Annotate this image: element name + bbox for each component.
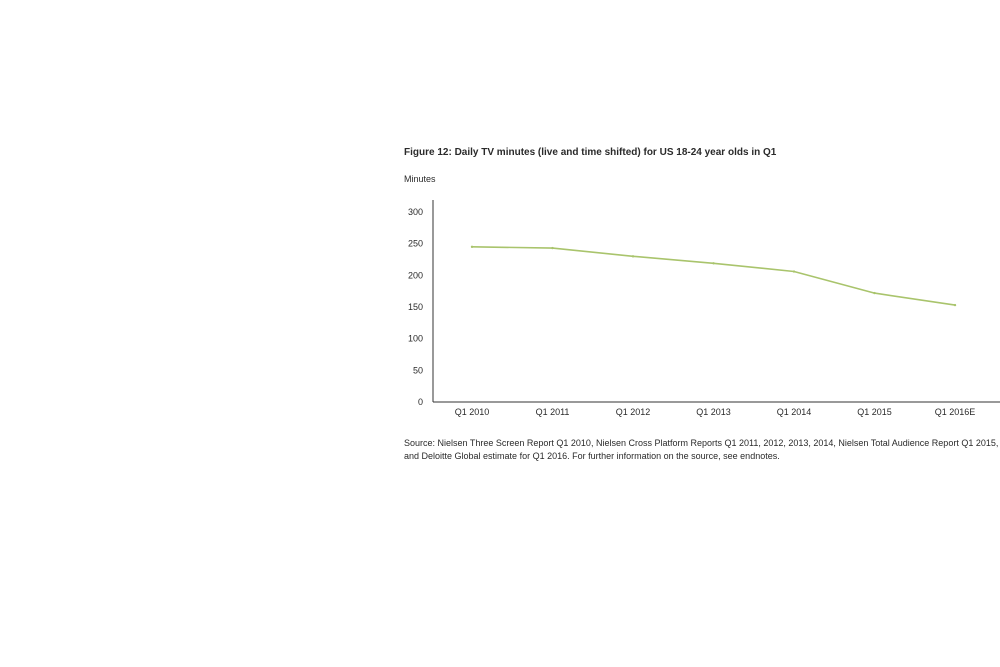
data-point xyxy=(470,245,474,249)
x-tick-label: Q1 2013 xyxy=(696,407,731,417)
y-tick-label: 50 xyxy=(413,365,423,375)
data-point xyxy=(792,270,796,273)
y-tick-label: 150 xyxy=(408,302,423,312)
y-axis-unit-label: Minutes xyxy=(404,174,436,184)
y-tick-label: 100 xyxy=(408,334,423,344)
x-tick-label: Q1 2010 xyxy=(455,407,490,417)
y-tick-label: 200 xyxy=(408,270,423,280)
series-line xyxy=(471,246,956,306)
x-tick-label: Q1 2011 xyxy=(536,407,570,417)
x-tick-label: Q1 2014 xyxy=(777,407,812,417)
data-point xyxy=(551,246,554,250)
x-axis-ticks: Q1 2010 Q1 2011 Q1 2012 Q1 2013 Q1 2014 Q1 20… xyxy=(455,407,976,417)
x-tick-label: Q1 2012 xyxy=(616,407,651,417)
data-point xyxy=(712,262,715,265)
series-group xyxy=(470,245,957,307)
y-tick-label: 0 xyxy=(418,397,423,407)
chart-title: Figure 12: Daily TV minutes (live and ti… xyxy=(404,147,777,158)
data-point xyxy=(873,291,876,295)
data-point xyxy=(631,255,635,258)
data-point xyxy=(953,303,957,307)
source-note: Source: Nielsen Three Screen Report Q1 2… xyxy=(404,438,999,461)
x-tick-label: Q1 2015 xyxy=(857,407,892,417)
x-tick-label: Q1 2016E xyxy=(935,407,976,417)
y-tick-label: 250 xyxy=(408,239,423,249)
y-tick-label: 300 xyxy=(408,207,423,217)
y-axis-ticks: 0 50 100 150 200 250 300 xyxy=(408,207,423,407)
